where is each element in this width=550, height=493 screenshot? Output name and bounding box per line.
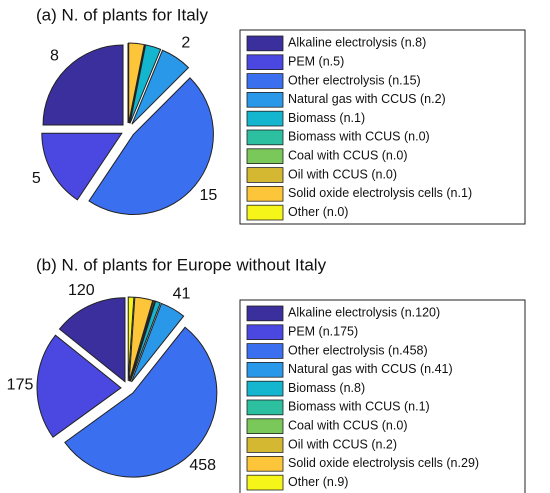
legend-swatch — [246, 54, 284, 70]
legend-label: Other electrolysis (n.15) — [288, 73, 421, 87]
legend-label: Solid oxide electrolysis cells (n.1) — [288, 186, 472, 200]
legend-label: Biomass (n.8) — [288, 381, 365, 395]
pie-slice — [131, 49, 190, 125]
data-label: 8 — [50, 48, 59, 65]
legend-box — [239, 29, 526, 225]
legend-label: Oil with CCUS (n.2) — [288, 437, 397, 451]
pie-slice — [129, 44, 162, 124]
pie-slice — [58, 297, 126, 383]
legend-label: Oil with CCUS (n.0) — [288, 167, 397, 181]
pie-slice — [64, 326, 218, 478]
legend-swatch — [246, 324, 284, 340]
data-label: 5 — [32, 170, 41, 187]
legend-swatch — [246, 129, 284, 146]
legend-swatch — [246, 437, 284, 453]
chart-title: (a) N. of plants for Italy — [36, 5, 208, 24]
data-label: 120 — [68, 282, 95, 299]
data-label: 175 — [7, 377, 34, 394]
pie-slice — [42, 44, 124, 126]
legend-swatch — [246, 399, 284, 416]
data-label: 41 — [173, 285, 191, 302]
legend-swatch — [246, 380, 284, 397]
pie-slice — [130, 302, 185, 383]
legend-swatch — [246, 148, 284, 165]
legend-label: Biomass with CCUS (n.0) — [288, 130, 430, 144]
legend-label: Other electrolysis (n.458) — [288, 343, 428, 357]
legend-swatch — [246, 167, 284, 183]
legend-label: Biomass (n.1) — [288, 111, 365, 125]
data-label: 458 — [189, 457, 216, 474]
legend-swatch — [246, 185, 284, 202]
legend-swatch — [246, 474, 284, 491]
legend-swatch — [246, 455, 284, 472]
legend-label: Coal with CCUS (n.0) — [288, 148, 407, 162]
pie-slice — [128, 42, 145, 124]
legend-label: Alkaline electrolysis (n.8) — [288, 36, 426, 50]
data-label: 15 — [199, 187, 217, 204]
legend-swatch — [246, 73, 284, 89]
pie-slice — [88, 77, 214, 215]
legend-swatch — [246, 361, 284, 378]
pie-slice — [128, 296, 154, 382]
legend-swatch — [246, 418, 284, 434]
legend-label: Other (n.9) — [288, 475, 348, 489]
pie-slice — [129, 300, 156, 382]
legend-label: Biomass with CCUS (n.1) — [288, 400, 430, 414]
legend-label: Solid oxide electrolysis cells (n.29) — [288, 456, 479, 470]
pie-slice — [36, 334, 122, 438]
legend-label: Natural gas with CCUS (n.41) — [288, 362, 453, 376]
pie-slice — [41, 132, 123, 201]
legend-swatch — [246, 110, 284, 127]
pie-slice — [127, 296, 135, 382]
legend-label: Other (n.0) — [288, 205, 348, 219]
legend-label: PEM (n.175) — [288, 324, 358, 338]
data-label: 2 — [181, 35, 190, 52]
legend-label: Alkaline electrolysis (n.120) — [288, 306, 440, 320]
legend-swatch — [246, 35, 284, 52]
legend-swatch — [246, 204, 284, 221]
legend-swatch — [246, 343, 284, 359]
legend-box — [239, 299, 526, 493]
legend-label: PEM (n.5) — [288, 54, 344, 68]
legend-label: Natural gas with CCUS (n.2) — [288, 92, 446, 106]
legend-swatch — [246, 92, 284, 108]
legend-swatch — [246, 305, 284, 322]
legend-label: Coal with CCUS (n.0) — [288, 418, 407, 432]
chart-title: (b) N. of plants for Europe without Ital… — [36, 255, 327, 274]
